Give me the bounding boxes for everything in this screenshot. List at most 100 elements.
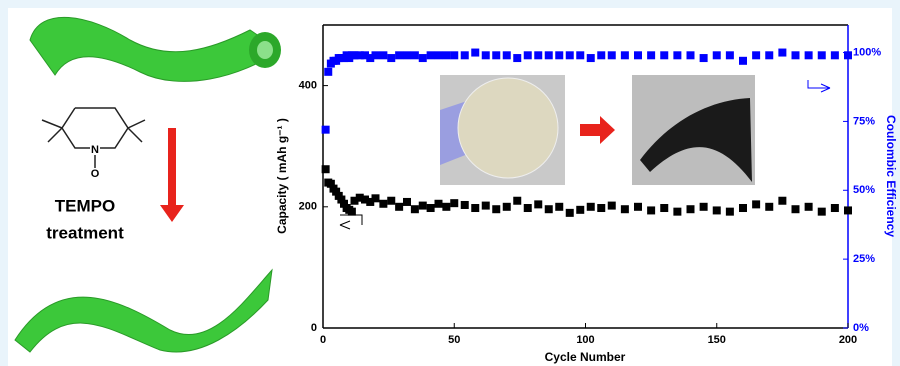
marker xyxy=(492,205,500,213)
marker xyxy=(752,51,760,59)
marker xyxy=(687,205,695,213)
marker xyxy=(555,203,563,211)
y-tick-label: 0 xyxy=(311,322,317,334)
marker xyxy=(379,51,387,59)
marker xyxy=(765,51,773,59)
marker xyxy=(778,49,786,57)
marker xyxy=(387,197,395,205)
marker xyxy=(450,199,458,207)
x-tick-label: 200 xyxy=(839,334,857,346)
marker xyxy=(805,51,813,59)
marker xyxy=(566,209,574,217)
x-tick-label: 150 xyxy=(708,334,726,346)
marker xyxy=(831,51,839,59)
marker xyxy=(647,206,655,214)
marker xyxy=(482,51,490,59)
tube-hole xyxy=(257,41,273,59)
y2-tick-label: 100% xyxy=(853,46,881,58)
marker xyxy=(660,204,668,212)
marker xyxy=(647,51,655,59)
marker xyxy=(442,203,450,211)
marker xyxy=(372,194,380,202)
marker xyxy=(687,51,695,59)
marker xyxy=(524,51,532,59)
marker xyxy=(555,51,563,59)
marker xyxy=(660,51,668,59)
marker xyxy=(379,200,387,208)
marker xyxy=(587,203,595,211)
marker xyxy=(513,197,521,205)
marker xyxy=(752,200,760,208)
marker xyxy=(411,205,419,213)
figure: N O TEMPO treatment Cycle Number Capacit… xyxy=(0,0,900,366)
marker xyxy=(844,206,852,214)
marker xyxy=(435,51,443,59)
marker xyxy=(427,51,435,59)
y-tick-label: 200 xyxy=(299,201,317,213)
marker xyxy=(831,204,839,212)
marker xyxy=(608,51,616,59)
x-tick-label: 100 xyxy=(576,334,594,346)
marker xyxy=(419,54,427,62)
marker xyxy=(322,126,330,134)
marker xyxy=(792,51,800,59)
marker xyxy=(765,203,773,211)
marker xyxy=(427,204,435,212)
marker xyxy=(403,51,411,59)
marker xyxy=(503,203,511,211)
marker xyxy=(818,208,826,216)
y-tick-label: 400 xyxy=(299,80,317,92)
marker xyxy=(713,51,721,59)
marker xyxy=(566,51,574,59)
marker xyxy=(524,204,532,212)
marker xyxy=(322,165,330,173)
marker xyxy=(395,51,403,59)
x-tick-label: 50 xyxy=(448,334,460,346)
marker xyxy=(597,51,605,59)
marker xyxy=(348,208,356,216)
marker xyxy=(778,197,786,205)
marker xyxy=(372,51,380,59)
y2-axis-label: Coulombic Efficiency xyxy=(884,115,898,237)
marker xyxy=(634,51,642,59)
marker xyxy=(435,200,443,208)
marker xyxy=(461,51,469,59)
marker xyxy=(411,51,419,59)
y2-tick-label: 25% xyxy=(853,253,875,265)
marker xyxy=(403,198,411,206)
marker xyxy=(700,203,708,211)
marker xyxy=(513,54,521,62)
marker xyxy=(713,206,721,214)
y-axis-label: Capacity ( mAh g⁻¹ ) xyxy=(275,118,289,234)
marker xyxy=(503,51,511,59)
marker xyxy=(805,203,813,211)
marker xyxy=(419,202,427,210)
marker xyxy=(395,203,403,211)
x-tick-label: 0 xyxy=(320,334,326,346)
atom: O xyxy=(91,168,100,180)
marker xyxy=(545,205,553,213)
marker xyxy=(471,204,479,212)
marker xyxy=(576,206,584,214)
atom: N xyxy=(91,144,99,156)
marker xyxy=(442,51,450,59)
marker xyxy=(673,51,681,59)
marker xyxy=(673,208,681,216)
marker xyxy=(471,49,479,57)
marker xyxy=(534,51,542,59)
marker xyxy=(461,201,469,209)
marker xyxy=(634,203,642,211)
marker xyxy=(545,51,553,59)
marker xyxy=(792,205,800,213)
film xyxy=(458,78,558,178)
marker xyxy=(621,205,629,213)
caption: TEMPO xyxy=(55,196,115,215)
marker xyxy=(700,54,708,62)
x-axis-label: Cycle Number xyxy=(545,350,626,364)
marker xyxy=(739,204,747,212)
marker xyxy=(492,51,500,59)
y2-tick-label: 75% xyxy=(853,115,875,127)
marker xyxy=(324,68,332,76)
marker xyxy=(597,204,605,212)
marker xyxy=(450,51,458,59)
